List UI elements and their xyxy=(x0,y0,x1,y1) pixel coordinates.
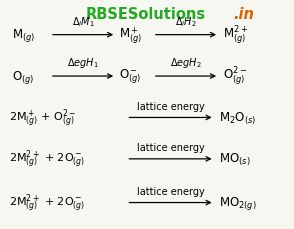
Text: 2M$^{2+}_{(g)}$ + 2O$^-_{(g)}$: 2M$^{2+}_{(g)}$ + 2O$^-_{(g)}$ xyxy=(9,148,85,170)
Text: O$_{(g)}$: O$_{(g)}$ xyxy=(12,68,34,85)
Text: 2M$^+_{(g)}$ + O$^{2-}_{(g)}$: 2M$^+_{(g)}$ + O$^{2-}_{(g)}$ xyxy=(9,107,76,129)
Text: M$_2$O$_{(s)}$: M$_2$O$_{(s)}$ xyxy=(219,110,256,126)
Text: M$^{2+}_{(g)}$: M$^{2+}_{(g)}$ xyxy=(223,25,248,46)
Text: $\Delta egH_1$: $\Delta egH_1$ xyxy=(67,56,99,70)
Text: $\Delta egH_2$: $\Delta egH_2$ xyxy=(170,56,202,70)
Text: $\Delta_iH_2$: $\Delta_iH_2$ xyxy=(175,15,197,29)
Text: MO$_{(s)}$: MO$_{(s)}$ xyxy=(219,151,250,167)
Text: .in: .in xyxy=(234,7,255,22)
Text: O$^-_{(g)}$: O$^-_{(g)}$ xyxy=(119,68,141,86)
Text: M$^+_{(g)}$: M$^+_{(g)}$ xyxy=(119,25,142,46)
Text: lattice energy: lattice energy xyxy=(137,186,204,196)
Text: O$^{2-}_{(g)}$: O$^{2-}_{(g)}$ xyxy=(223,66,247,88)
Text: MO$_{2(g)}$: MO$_{2(g)}$ xyxy=(219,194,257,211)
Text: M$_{(g)}$: M$_{(g)}$ xyxy=(12,27,35,44)
Text: 2M$^{2+}_{(g)}$ + 2O$^-_{(g)}$: 2M$^{2+}_{(g)}$ + 2O$^-_{(g)}$ xyxy=(9,192,85,214)
Text: RBSESolutions: RBSESolutions xyxy=(85,7,206,22)
Text: lattice energy: lattice energy xyxy=(137,142,204,152)
Text: $\Delta_iM_1$: $\Delta_iM_1$ xyxy=(71,15,95,29)
Text: lattice energy: lattice energy xyxy=(137,101,204,111)
